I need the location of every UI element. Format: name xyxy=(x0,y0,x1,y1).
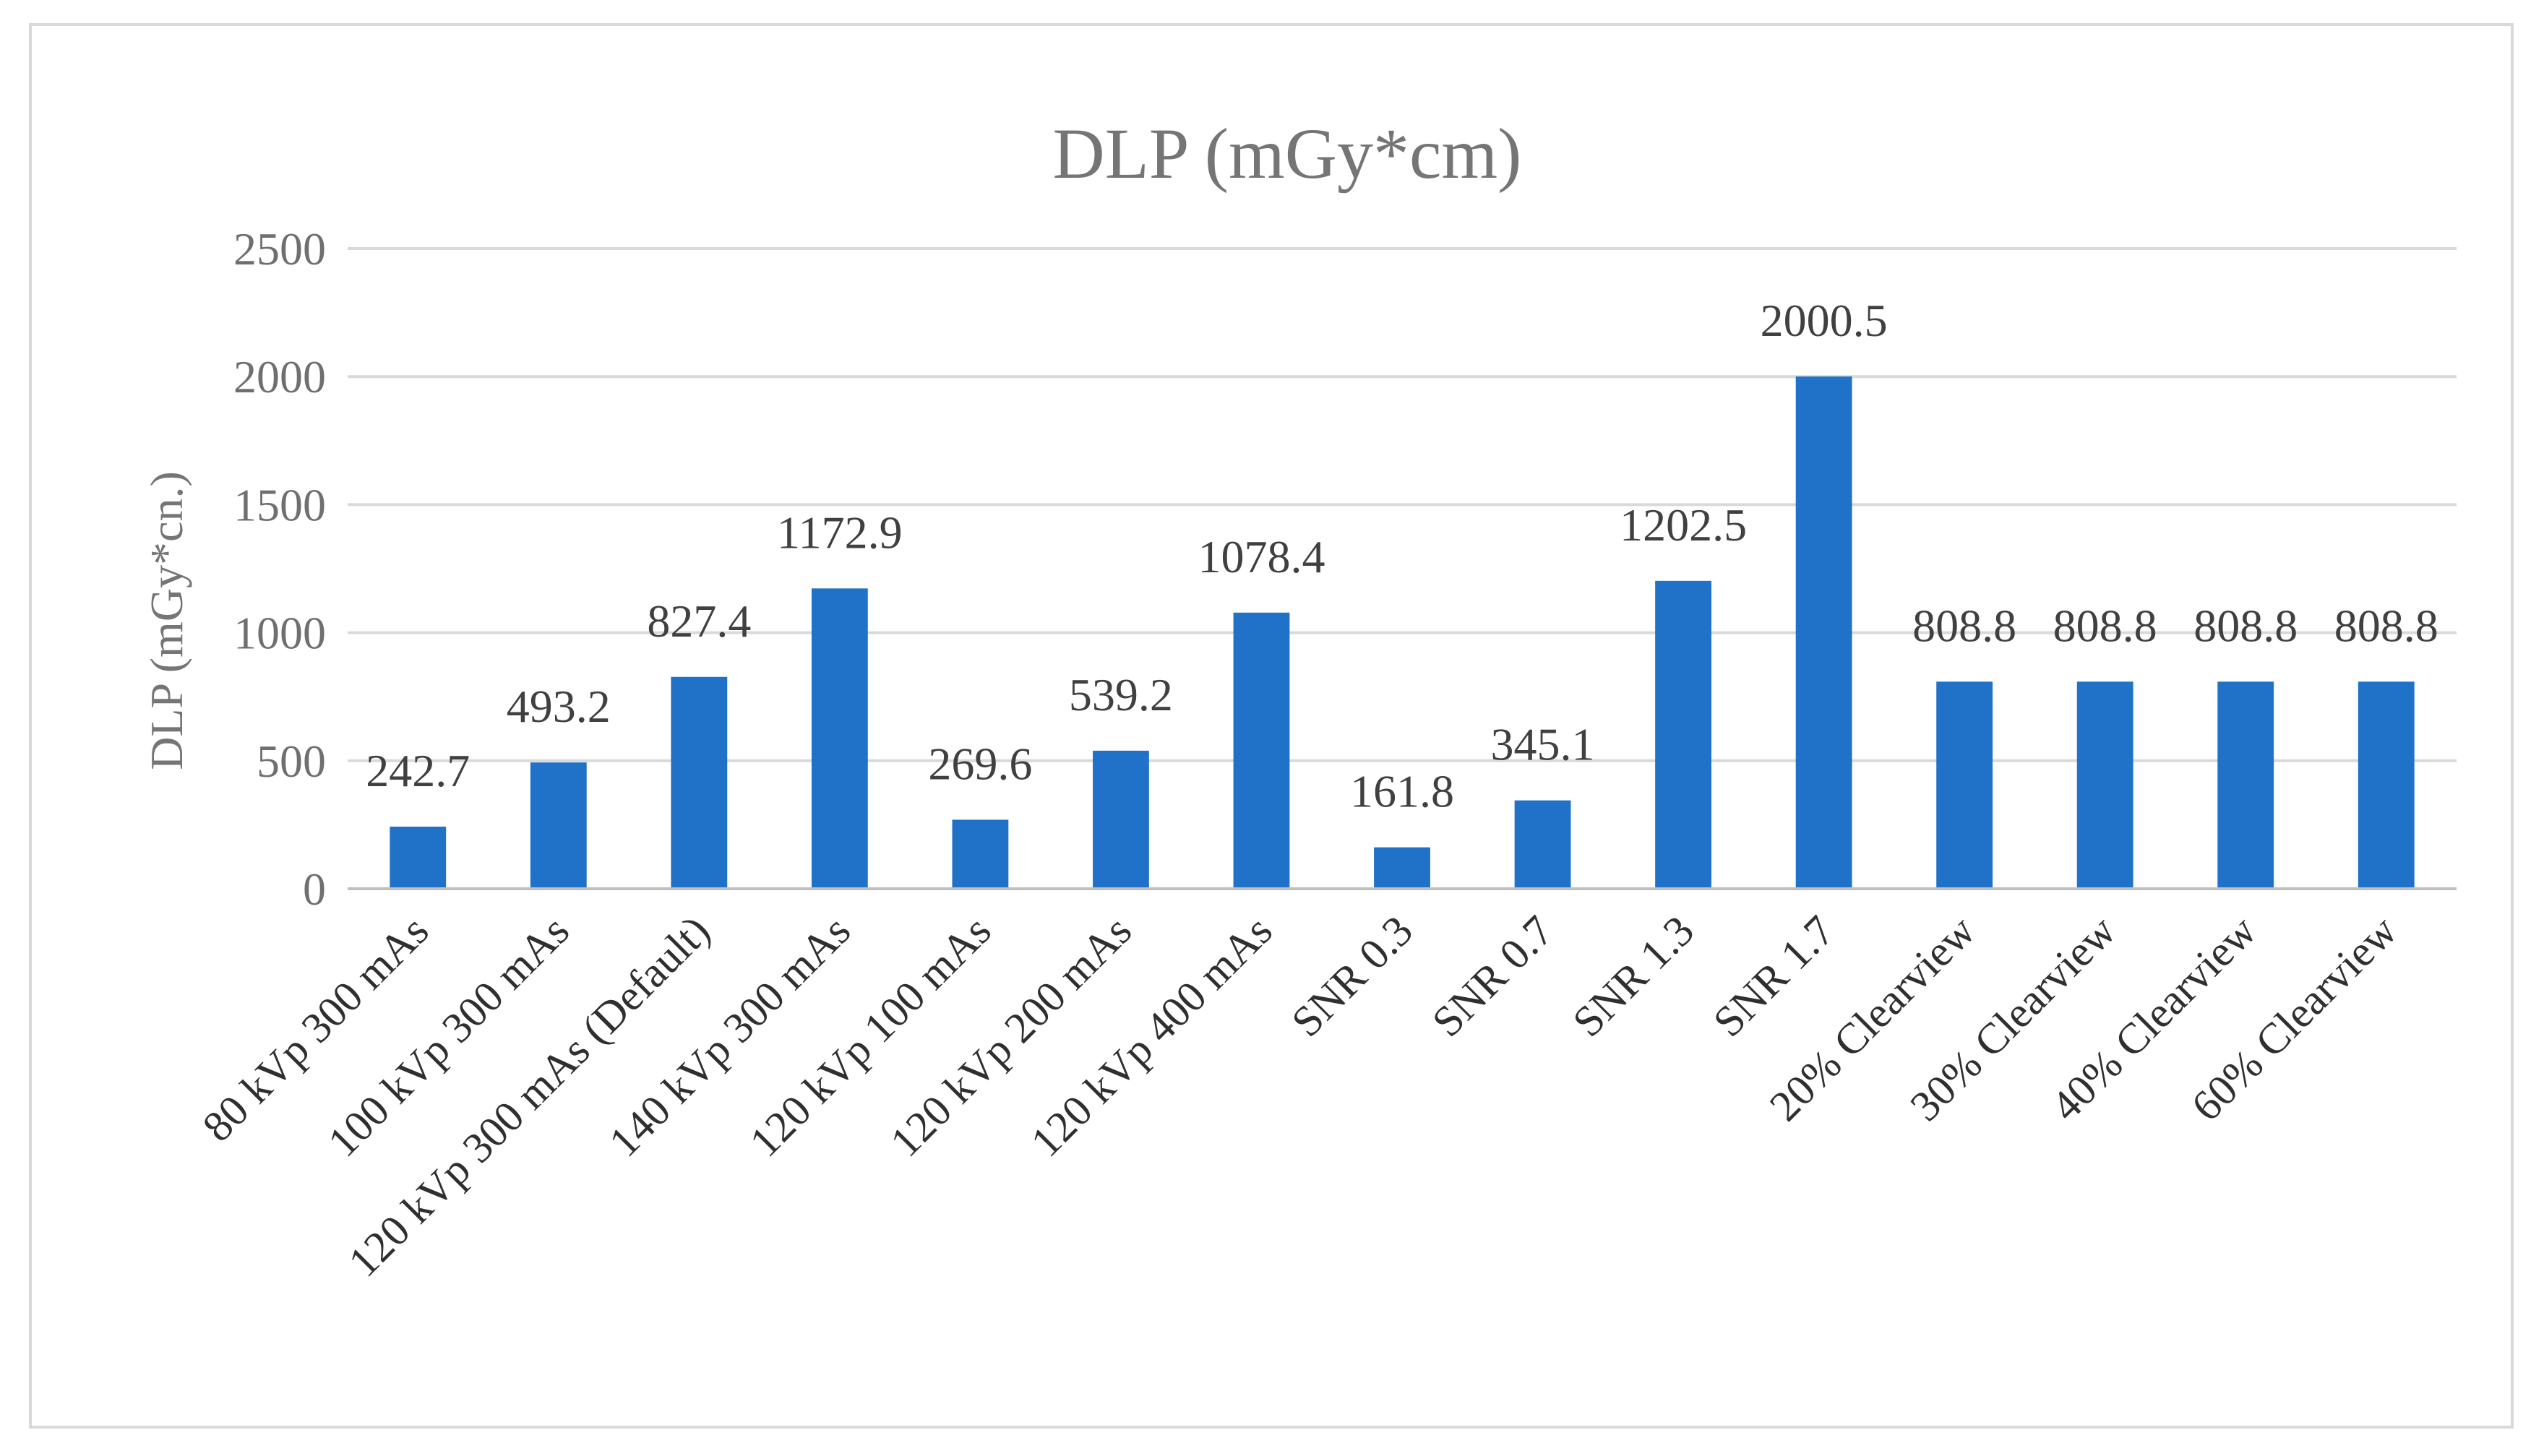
x-tick-label: SNR 1.7 xyxy=(1704,907,1844,1046)
data-label: 345.1 xyxy=(1491,719,1595,770)
gridlines xyxy=(348,247,2457,762)
bar xyxy=(811,588,868,889)
x-tick-label: SNR 0.3 xyxy=(1282,907,1422,1046)
data-label: 2000.5 xyxy=(1761,295,1888,346)
data-label: 1202.5 xyxy=(1620,499,1747,551)
chart-title: DLP (mGy*cm) xyxy=(1053,113,1522,194)
chart-area: DLP (mGy*cm) DLP (mGy*cn.) 0 500 1000 1500 2… xyxy=(141,113,2457,1286)
bar xyxy=(1655,580,1711,889)
y-tick-label: 2000 xyxy=(233,351,326,402)
bar xyxy=(2358,681,2415,889)
bar xyxy=(530,762,587,889)
data-label: 808.8 xyxy=(1912,600,2016,651)
data-label: 493.2 xyxy=(507,681,611,732)
bar xyxy=(390,826,447,889)
bar xyxy=(2217,681,2274,889)
x-tick-label: 120 kVp 100 mAs xyxy=(741,907,1000,1166)
chart-frame: DLP (mGy*cm) DLP (mGy*cn.) 0 500 1000 1500 2… xyxy=(29,23,2514,1429)
data-label: 1078.4 xyxy=(1198,531,1325,582)
data-label: 808.8 xyxy=(2053,600,2157,651)
bar xyxy=(1233,612,1290,889)
bar xyxy=(952,819,1009,889)
data-label: 808.8 xyxy=(2193,600,2298,651)
y-tick-label: 2500 xyxy=(233,223,326,275)
y-axis-title: DLP (mGy*cn.) xyxy=(141,471,192,770)
bar xyxy=(1374,847,1430,889)
x-tick-label: 140 kVp 300 mAs xyxy=(600,907,859,1166)
data-label: 269.6 xyxy=(928,738,1032,789)
data-label: 539.2 xyxy=(1069,669,1173,720)
y-tick-label: 500 xyxy=(257,736,326,787)
x-tick-label: 120 kVp 200 mAs xyxy=(881,907,1140,1166)
x-tick-label: 100 kVp 300 mAs xyxy=(319,907,578,1166)
bar xyxy=(1514,800,1571,889)
x-tick-label: SNR 0.7 xyxy=(1423,907,1563,1046)
bar xyxy=(2076,681,2133,889)
x-tick-label: 120 kVp 400 mAs xyxy=(1022,907,1281,1166)
y-tick-label: 1000 xyxy=(233,608,326,659)
data-label: 1172.9 xyxy=(777,507,903,558)
bar xyxy=(671,676,728,889)
data-label: 827.4 xyxy=(647,595,751,647)
bar xyxy=(1795,376,1852,889)
bar xyxy=(1936,681,1993,889)
y-tick-label: 0 xyxy=(303,863,326,915)
data-label: 242.7 xyxy=(366,745,470,796)
data-labels: 242.7 493.2 827.4 1172.9 269.6 539.2 1078.4 161… xyxy=(366,295,2438,817)
y-tick-label: 1500 xyxy=(233,479,326,530)
x-tick-label: SNR 1.3 xyxy=(1563,907,1703,1046)
bar xyxy=(1093,750,1149,889)
bar-series xyxy=(390,376,2415,889)
data-label: 161.8 xyxy=(1350,766,1454,817)
y-axis-ticks: 0 500 1000 1500 2000 2500 xyxy=(233,223,326,915)
data-label: 808.8 xyxy=(2334,600,2438,651)
